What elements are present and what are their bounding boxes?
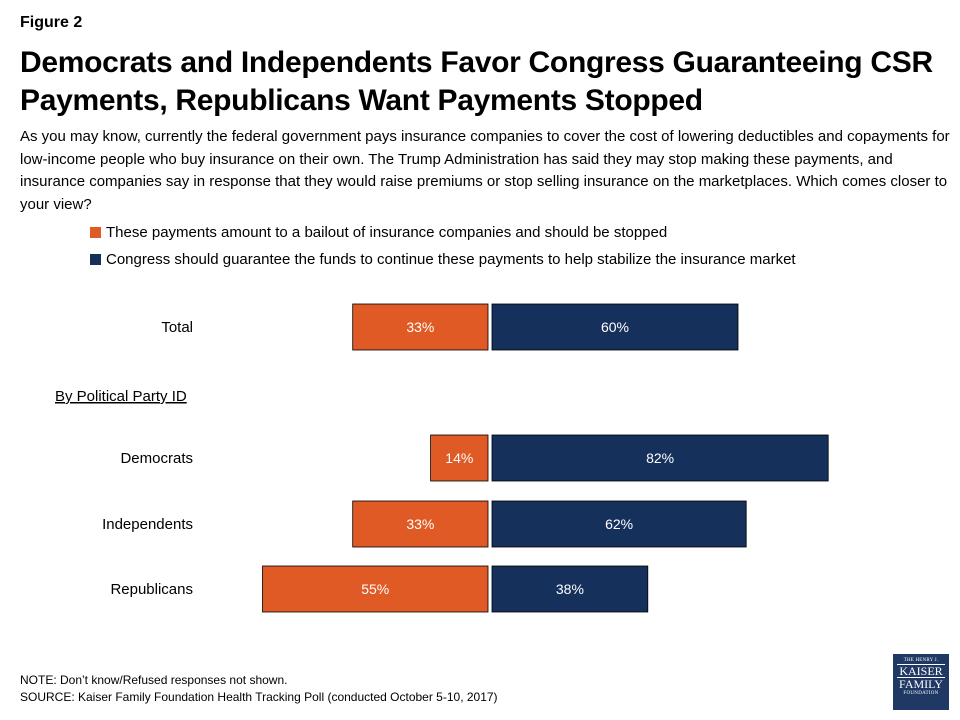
data-label-guarantee-republicans: 38% (556, 581, 584, 597)
bar-guarantee-total (491, 303, 739, 351)
category-label-independents: Independents (102, 516, 193, 533)
data-label-stopped-republicans: 55% (361, 581, 389, 597)
category-label-democrats: Democrats (120, 450, 193, 467)
note: NOTE: Don’t know/Refused responses not s… (20, 673, 288, 687)
group-label: By Political Party ID (55, 388, 187, 405)
bar-stopped-total (352, 303, 489, 351)
legend-item-guarantee: Congress should guarantee the funds to c… (90, 251, 796, 268)
data-label-guarantee-independents: 62% (605, 516, 633, 532)
source: SOURCE: Kaiser Family Foundation Health … (20, 690, 498, 704)
bar-stopped-republicans (262, 565, 489, 613)
figure-label: Figure 2 (20, 14, 83, 31)
data-label-guarantee-democrats: 82% (646, 450, 674, 466)
survey-question: As you may know, currently the federal g… (20, 128, 950, 213)
chart-title: Democrats and Independents Favor Congres… (20, 46, 933, 117)
bar-guarantee-republicans (491, 565, 649, 613)
legend-label-stopped: These payments amount to a bailout of in… (106, 224, 668, 241)
bar-stopped-independents (352, 500, 489, 548)
bar-guarantee-democrats (491, 434, 829, 482)
category-label-republicans: Republicans (110, 581, 193, 598)
bar-guarantee-independents (491, 500, 747, 548)
legend-swatch-stopped (90, 227, 101, 238)
legend-swatch-guarantee (90, 254, 101, 265)
kff-logo: THE HENRY J. KAISER FAMILY FOUNDATION (893, 654, 949, 710)
legend-label-guarantee: Congress should guarantee the funds to c… (106, 251, 796, 268)
category-label-total: Total (161, 319, 193, 336)
data-label-stopped-independents: 33% (406, 516, 434, 532)
bar-stopped-democrats (430, 434, 489, 482)
data-label-stopped-total: 33% (406, 319, 434, 335)
data-label-stopped-democrats: 14% (445, 450, 473, 466)
data-label-guarantee-total: 60% (601, 319, 629, 335)
legend-item-stopped: These payments amount to a bailout of in… (90, 224, 667, 241)
diverging-bar-chart: By Political Party ID Total 33% 60% Democrat… (55, 303, 829, 613)
